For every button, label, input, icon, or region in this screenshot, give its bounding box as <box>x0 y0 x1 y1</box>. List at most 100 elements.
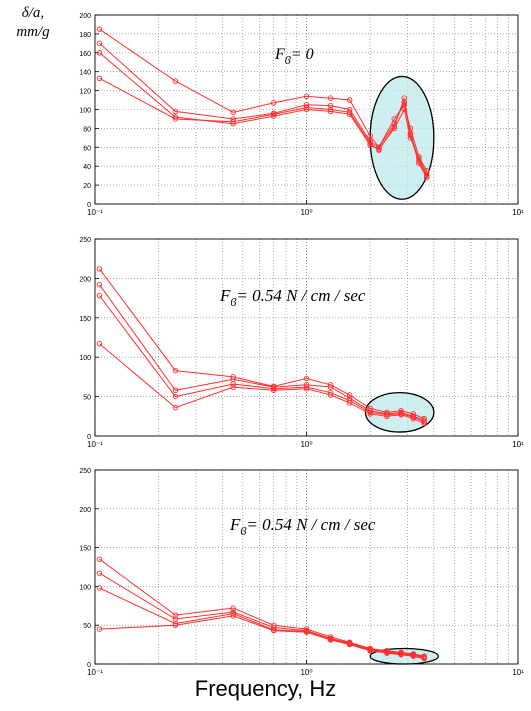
y-tick-label: 0 <box>87 202 91 209</box>
data-point <box>346 392 353 398</box>
y-axis-label: δ/a, mm/g <box>4 4 62 42</box>
data-point <box>346 97 353 103</box>
y-tick-label: 200 <box>79 276 91 283</box>
data-point <box>270 100 277 106</box>
data-point <box>303 104 310 111</box>
data-point <box>270 385 277 392</box>
y-tick-label: 150 <box>79 546 91 553</box>
y-tick-label: 50 <box>83 395 91 402</box>
data-point <box>327 102 334 109</box>
data-point <box>416 160 422 167</box>
chart-panel-3: 0 50 100 150 200 250 10⁻¹ 10⁰ 10¹ Fϐ= 0.54 N / cm… <box>79 468 524 677</box>
data-point <box>172 116 179 122</box>
x-tick-label: 10⁰ <box>300 668 312 677</box>
data-point <box>327 95 334 101</box>
y-tick-label: 120 <box>79 89 91 96</box>
axes-frame <box>94 14 519 205</box>
x-tick-label: 10⁻¹ <box>87 440 103 449</box>
y-tick-label: 180 <box>79 32 91 39</box>
data-point <box>303 384 310 390</box>
data-point <box>391 123 398 130</box>
y-tick-label: 40 <box>83 164 91 171</box>
data-point <box>172 78 179 84</box>
data-point <box>96 341 103 347</box>
y-tick-label: 0 <box>87 434 91 441</box>
chart-panel-2: 0 50 100 150 200 250 10⁻¹ 10⁰ 10¹ Fϐ= 0.54 N / cm… <box>79 237 524 449</box>
x-tick-label: 10⁻¹ <box>87 208 103 217</box>
data-point <box>172 622 179 628</box>
y-tick-label: 200 <box>79 13 91 20</box>
y-tick-label: 150 <box>79 316 91 323</box>
data-point <box>270 111 277 117</box>
y-tick-label: 160 <box>79 51 91 58</box>
data-point <box>96 266 103 272</box>
data-point <box>270 387 277 394</box>
data-point <box>398 408 404 414</box>
data-point <box>327 392 334 398</box>
data-point <box>172 108 179 115</box>
data-point <box>96 292 103 299</box>
x-tick-label: 10⁻¹ <box>87 668 103 677</box>
series-line-4 <box>99 77 428 178</box>
data-point <box>421 655 427 662</box>
y-tick-label: 200 <box>79 507 91 514</box>
y-tick-label: 50 <box>83 623 91 630</box>
data-point <box>367 411 373 417</box>
data-point <box>230 109 236 116</box>
data-point <box>172 393 179 400</box>
axes-frame <box>94 469 519 665</box>
data-point <box>401 95 408 101</box>
data-point <box>407 132 414 138</box>
data-point <box>303 629 310 635</box>
axes-frame <box>94 238 519 437</box>
y-axis-label-line2: mm/g <box>16 24 50 40</box>
data-point <box>327 106 334 113</box>
data-point <box>270 384 277 390</box>
data-point <box>96 75 103 82</box>
data-point <box>421 419 427 425</box>
y-tick-label: 60 <box>83 145 91 152</box>
panel-annotation: Fϐ= 0.54 N / cm / sec <box>219 286 366 309</box>
data-point <box>410 414 417 420</box>
series-line-1 <box>99 28 428 172</box>
data-point <box>421 420 427 427</box>
data-point <box>346 109 353 116</box>
data-point <box>346 400 353 406</box>
panel-annotation: Fϐ= 0 <box>274 46 314 67</box>
x-tick-label: 10⁰ <box>300 440 312 449</box>
chart-panel-1: 0 20 40 60 80 100 120 140 160 180 200 10⁻¹ 10⁰ 10¹ Fϐ=… <box>79 13 524 217</box>
data-point <box>172 367 179 374</box>
data-point <box>172 612 179 618</box>
y-tick-label: 250 <box>79 237 91 244</box>
data-point <box>96 570 103 576</box>
data-point <box>230 384 236 390</box>
data-point <box>367 648 373 654</box>
data-point <box>327 384 334 390</box>
data-point <box>421 417 427 423</box>
data-point <box>367 140 373 147</box>
data-point <box>172 404 179 411</box>
data-point <box>410 415 417 422</box>
data-point <box>303 385 310 392</box>
data-point <box>376 147 382 153</box>
panel-annotation: Fϐ= 0.54 N / cm / sec <box>229 515 376 538</box>
x-axis-label: Frequency, Hz <box>194 676 337 701</box>
x-tick-label: 10¹ <box>512 208 524 217</box>
data-point <box>172 620 179 627</box>
data-point <box>96 40 103 47</box>
data-point <box>398 651 404 658</box>
data-point <box>303 375 310 382</box>
y-tick-label: 140 <box>79 70 91 77</box>
y-tick-label: 100 <box>79 108 91 115</box>
data-point <box>384 411 390 418</box>
data-point <box>230 381 236 387</box>
x-tick-label: 10¹ <box>512 440 524 449</box>
data-point <box>423 174 430 181</box>
data-point <box>172 387 179 394</box>
y-tick-label: 100 <box>79 355 91 362</box>
y-tick-label: 250 <box>79 468 91 475</box>
data-point <box>270 627 277 634</box>
data-point <box>96 26 103 32</box>
